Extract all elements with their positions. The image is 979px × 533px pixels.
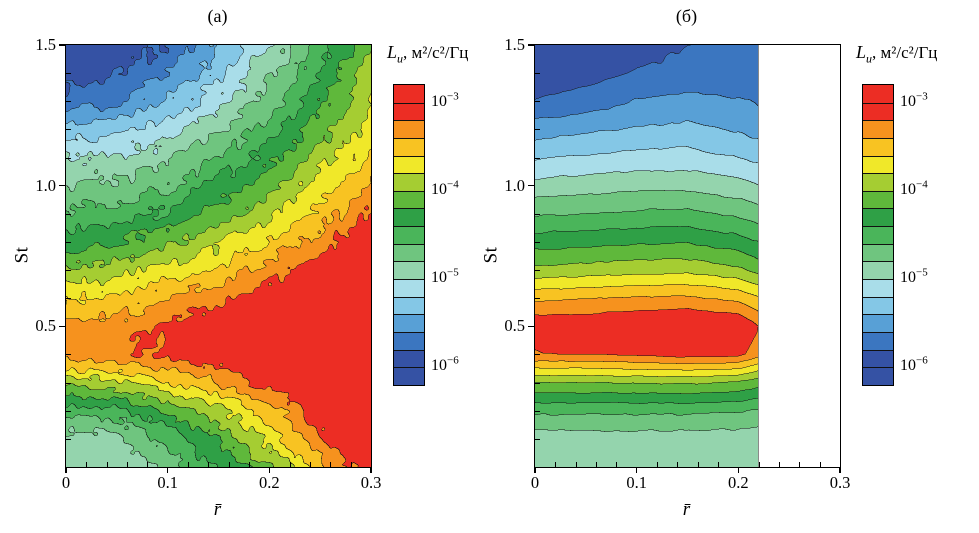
contour-canvas: [66, 45, 371, 467]
x-tick-label: 0.3: [829, 473, 851, 492]
y-major-tick: [527, 184, 534, 187]
colorbar-tick-exponent: −3: [447, 90, 459, 103]
colorbar-tick-exponent: −5: [916, 266, 928, 279]
y-tick-label: 0.5: [35, 316, 56, 336]
colorbar-tick-label: 10−5: [431, 266, 459, 287]
colorbar-band: [394, 331, 424, 350]
colorbar-band: [394, 208, 424, 227]
colorbar-band: [394, 314, 424, 332]
colorbar-bar: [862, 84, 894, 386]
colorbar-tick-exponent: −6: [447, 355, 459, 368]
colorbar-tick-exponent: −6: [916, 355, 928, 368]
colorbar-tick-exponent: −3: [916, 90, 928, 103]
colorbar-band: [394, 226, 424, 244]
colorbar: Lu, м²/с²/Гц 10−3 10−4 10−5 10−6: [387, 42, 468, 386]
colorbar-band: [394, 296, 424, 315]
colorbar-label: Lu, м²/с²/Гц: [856, 42, 979, 66]
colorbar-symbol-sub: u: [866, 51, 873, 66]
x-tick-label: 0.2: [728, 473, 749, 492]
colorbar-symbol-sub: u: [397, 51, 404, 66]
colorbar-band: [863, 155, 893, 174]
colorbar-band: [863, 331, 893, 350]
colorbar-band: [863, 137, 893, 156]
x-tick-label: 0.1: [157, 473, 178, 492]
y-major-tick: [527, 325, 534, 328]
colorbar-band: [394, 155, 424, 174]
colorbar-bar: [393, 84, 425, 386]
y-major-tick: [527, 44, 534, 46]
colorbar-band: [394, 120, 424, 138]
y-tick-label: 1.5: [35, 35, 56, 54]
colorbar-band: [394, 367, 424, 385]
colorbar-tick-label: 10−3: [900, 90, 928, 110]
colorbar-band: [863, 349, 893, 368]
x-tick-labels: 0 0.1 0.2 0.3: [531, 473, 850, 493]
colorbar-band: [394, 243, 424, 262]
colorbar-tick-label: 10−5: [900, 266, 928, 287]
colorbar-band: [863, 279, 893, 297]
colorbar-band: [394, 85, 424, 103]
colorbar-tick-exponent: −4: [916, 178, 928, 191]
colorbar-band: [863, 261, 893, 280]
y-tick-label: 1.0: [504, 175, 525, 195]
colorbar-tick-label: 10−4: [431, 178, 459, 198]
x-axis-label: r̄: [682, 499, 691, 520]
colorbar-tick-label: 10−6: [431, 355, 459, 375]
contour-canvas: [535, 45, 840, 467]
colorbar-units: , м²/с²/Гц: [872, 43, 938, 62]
colorbar-band: [863, 208, 893, 227]
y-tick-label: 1.0: [35, 175, 56, 195]
colorbar-band: [394, 261, 424, 280]
colorbar: Lu, м²/с²/Гц 10−3 10−4 10−5 10−6: [856, 42, 937, 386]
plot-area: 0 0.1 0.2 0.3 0.5 1.0 1.5: [504, 35, 850, 492]
plot-area: 0 0.1 0.2 0.3 0.5 1.0 1.5: [35, 35, 381, 492]
x-tick-label: 0.1: [626, 473, 647, 492]
colorbar-band: [394, 137, 424, 156]
y-tick-labels: 0.5 1.0 1.5: [16, 35, 56, 467]
colorbar-band: [863, 296, 893, 315]
colorbar-band: [863, 102, 893, 121]
y-tick-label: 0.5: [504, 316, 525, 336]
colorbar-band: [394, 173, 424, 191]
x-tick-label: 0: [530, 473, 540, 492]
x-tick-labels: 0 0.1 0.2 0.3: [62, 473, 381, 493]
colorbar-band: [863, 190, 893, 209]
colorbar-label: Lu, м²/с²/Гц: [387, 42, 537, 66]
colorbar-band: [394, 102, 424, 121]
colorbar-band: [394, 279, 424, 297]
colorbar-tick-label: 10−6: [900, 355, 928, 375]
colorbar-band: [863, 367, 893, 385]
colorbar-band: [863, 314, 893, 332]
y-tick-labels: 0.5 1.0 1.5: [485, 35, 525, 467]
x-axis-label: r̄: [213, 499, 222, 520]
colorbar-band: [863, 85, 893, 103]
colorbar-tick-labels: 10−3 10−4 10−5 10−6: [431, 84, 491, 384]
colorbar-symbol: L: [856, 42, 867, 62]
colorbar-band: [863, 120, 893, 138]
colorbar-band: [863, 173, 893, 191]
panel-title: (а): [207, 6, 228, 26]
colorbar-band: [863, 226, 893, 244]
colorbar-band: [863, 243, 893, 262]
colorbar-band: [394, 349, 424, 368]
panel-title: (б): [675, 6, 698, 26]
x-tick-label: 0.2: [259, 473, 280, 492]
x-tick-label: 0.3: [360, 473, 382, 492]
colorbar-tick-exponent: −5: [447, 266, 459, 279]
colorbar-tick-label: 10−3: [431, 90, 459, 110]
x-tick-label: 0: [61, 473, 71, 492]
colorbar-tick-labels: 10−3 10−4 10−5 10−6: [900, 84, 960, 384]
colorbar-tick-label: 10−4: [900, 178, 928, 198]
y-tick-label: 1.5: [504, 35, 525, 54]
colorbar-band: [394, 190, 424, 209]
colorbar-tick-exponent: −4: [447, 178, 459, 191]
colorbar-units: , м²/с²/Гц: [403, 43, 469, 62]
colorbar-symbol: L: [387, 42, 398, 62]
